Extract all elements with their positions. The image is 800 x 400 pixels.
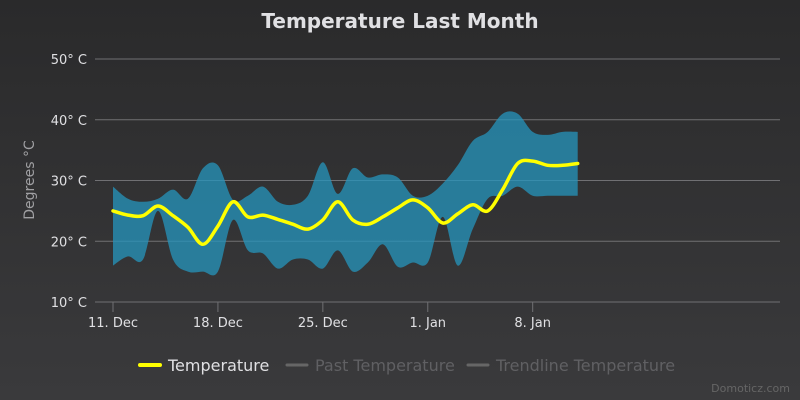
- x-tick-label: 1. Jan: [409, 316, 446, 331]
- legend-item[interactable]: Temperature: [138, 356, 269, 375]
- x-axis-ticks: 11. Dec 18. Dec 25. Dec 1. Jan 8. Jan: [88, 302, 551, 331]
- legend-label: Temperature: [167, 356, 269, 375]
- x-tick-label: 18. Dec: [193, 316, 243, 331]
- y-tick-label: 50° C: [51, 53, 87, 68]
- temperature-series-line: [111, 158, 580, 247]
- range-band: [113, 111, 578, 276]
- credit-text[interactable]: Domoticz.com: [711, 382, 790, 395]
- y-axis-ticks: 10° C 20° C 30° C 40° C 50° C: [51, 53, 87, 311]
- y-tick-label: 10° C: [51, 296, 87, 311]
- y-axis-label: Degrees °C: [22, 140, 38, 220]
- x-tick-label: 8. Jan: [514, 316, 551, 331]
- range-band-area: [113, 111, 578, 276]
- legend-label: Trendline Temperature: [495, 356, 675, 375]
- x-tick-label: 25. Dec: [298, 316, 348, 331]
- legend-item[interactable]: Trendline Temperature: [466, 356, 675, 375]
- legend-label: Past Temperature: [315, 356, 455, 375]
- chart-title: Temperature Last Month: [261, 9, 538, 33]
- y-tick-label: 40° C: [51, 114, 87, 129]
- temperature-line: [111, 158, 580, 247]
- y-tick-label: 30° C: [51, 175, 87, 190]
- legend-item[interactable]: Past Temperature: [285, 356, 455, 375]
- x-tick-label: 11. Dec: [88, 316, 138, 331]
- legend: Temperature Past Temperature Trendline Tem…: [138, 356, 675, 375]
- y-tick-label: 20° C: [51, 235, 87, 250]
